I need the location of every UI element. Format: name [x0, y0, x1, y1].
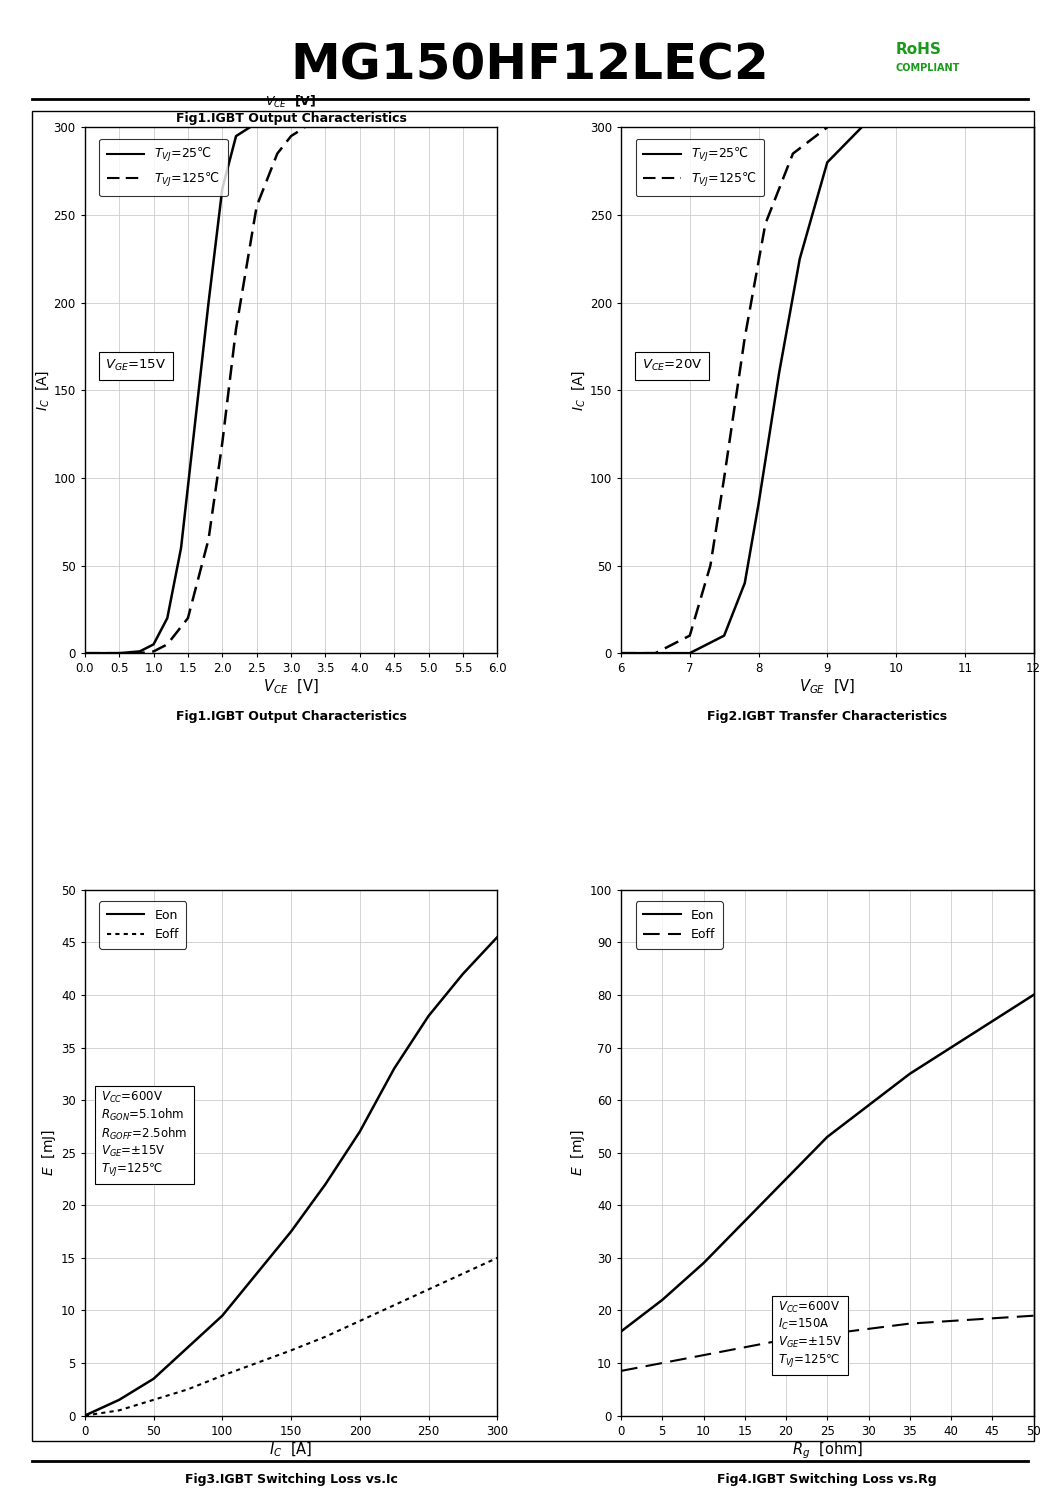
X-axis label: $I_C$  [A]: $I_C$ [A]	[269, 1441, 313, 1459]
Text: COMPLIANT: COMPLIANT	[896, 63, 960, 73]
Text: MG150HF12LEC2: MG150HF12LEC2	[290, 42, 770, 90]
Legend: Eon, Eoff: Eon, Eoff	[636, 902, 723, 948]
Text: $V_{CC}$=600V
$R_{GON}$=5.1ohm
$R_{GOFF}$=2.5ohm
$V_{GE}$=±15V
$T_{VJ}$=125℃: $V_{CC}$=600V $R_{GON}$=5.1ohm $R_{GOFF}…	[102, 1089, 188, 1177]
Text: RoHS: RoHS	[896, 42, 941, 57]
Legend: $T_{VJ}$=25℃, $T_{VJ}$=125℃: $T_{VJ}$=25℃, $T_{VJ}$=125℃	[100, 139, 228, 196]
Text: $V_{CC}$=600V
$I_C$=150A
$V_{GE}$=±15V
$T_{VJ}$=125℃: $V_{CC}$=600V $I_C$=150A $V_{GE}$=±15V $…	[778, 1300, 843, 1369]
Text: Fig1.IGBT Output Characteristics: Fig1.IGBT Output Characteristics	[176, 710, 406, 724]
Text: Fig4.IGBT Switching Loss vs.Rg: Fig4.IGBT Switching Loss vs.Rg	[718, 1473, 937, 1486]
Text: $V_{CE}$=20V: $V_{CE}$=20V	[641, 358, 703, 373]
Y-axis label: $I_C$  [A]: $I_C$ [A]	[34, 370, 51, 410]
Y-axis label: $E$  [mJ]: $E$ [mJ]	[40, 1129, 58, 1176]
X-axis label: $V_{CE}$  [V]: $V_{CE}$ [V]	[263, 679, 319, 697]
X-axis label: $V_{GE}$  [V]: $V_{GE}$ [V]	[799, 679, 855, 697]
Text: $V_{GE}$=15V: $V_{GE}$=15V	[105, 358, 166, 373]
Y-axis label: $I_C$  [A]: $I_C$ [A]	[570, 370, 587, 410]
Y-axis label: $E$  [mJ]: $E$ [mJ]	[569, 1129, 587, 1176]
Text: Fig2.IGBT Transfer Characteristics: Fig2.IGBT Transfer Characteristics	[707, 710, 948, 724]
Legend: Eon, Eoff: Eon, Eoff	[100, 902, 187, 948]
Title: $V_{CE}$  [V]
Fig1.IGBT Output Characteristics: $V_{CE}$ [V] Fig1.IGBT Output Characteri…	[176, 94, 406, 124]
X-axis label: $R_g$  [ohm]: $R_g$ [ohm]	[792, 1441, 863, 1461]
Legend: $T_{VJ}$=25℃, $T_{VJ}$=125℃: $T_{VJ}$=25℃, $T_{VJ}$=125℃	[636, 139, 764, 196]
Text: Fig3.IGBT Switching Loss vs.Ic: Fig3.IGBT Switching Loss vs.Ic	[184, 1473, 398, 1486]
